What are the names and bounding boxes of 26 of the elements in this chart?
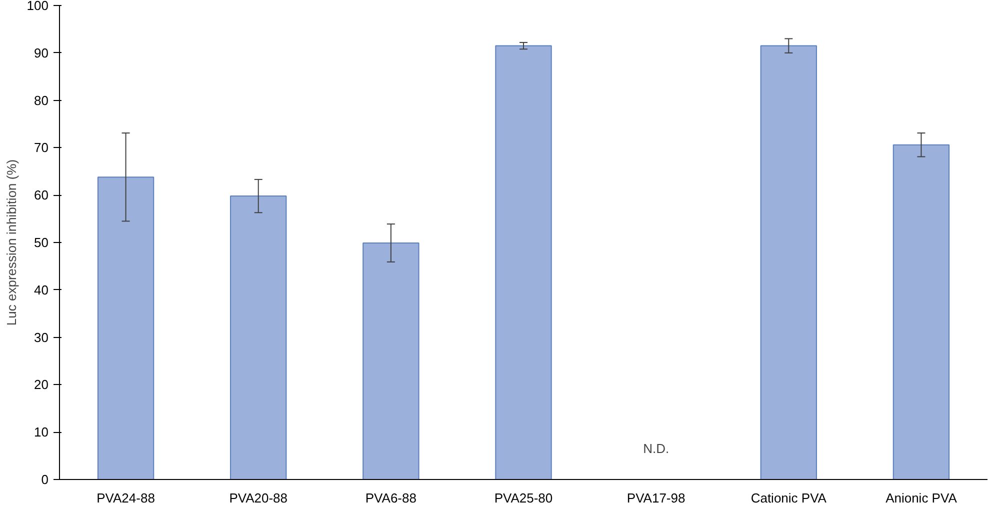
- bar: [230, 196, 287, 480]
- y-tick-label: 40: [34, 282, 49, 298]
- y-axis-title: Luc expression inhibition (%): [4, 159, 19, 326]
- x-tick-label: PVA17-98: [626, 490, 686, 506]
- bar: [362, 242, 420, 480]
- x-tick-label: PVA24-88: [96, 490, 155, 506]
- bar: [97, 176, 154, 480]
- y-tick-label: 0: [41, 472, 49, 487]
- bar: [892, 144, 950, 480]
- y-tick-label: 90: [34, 45, 49, 60]
- x-tick-label: PVA25-80: [494, 490, 553, 506]
- y-tick-label: 30: [34, 330, 49, 345]
- x-tick-label: Cationic PVA: [750, 490, 827, 506]
- bar: [760, 45, 817, 480]
- annotation: N.D.: [643, 440, 670, 456]
- y-tick-label: 70: [34, 140, 49, 156]
- y-tick-label: 100: [26, 0, 49, 13]
- y-tick-label: 20: [34, 377, 49, 392]
- y-tick-label: 80: [34, 92, 49, 108]
- y-tick-label: 50: [34, 235, 49, 250]
- bar: [495, 45, 552, 480]
- x-tick-label: PVA6-88: [365, 490, 416, 506]
- x-tick-label: Anionic PVA: [886, 490, 958, 506]
- y-tick-label: 10: [34, 424, 49, 440]
- y-tick-label: 60: [34, 188, 49, 203]
- x-tick-label: PVA20-88: [229, 490, 288, 506]
